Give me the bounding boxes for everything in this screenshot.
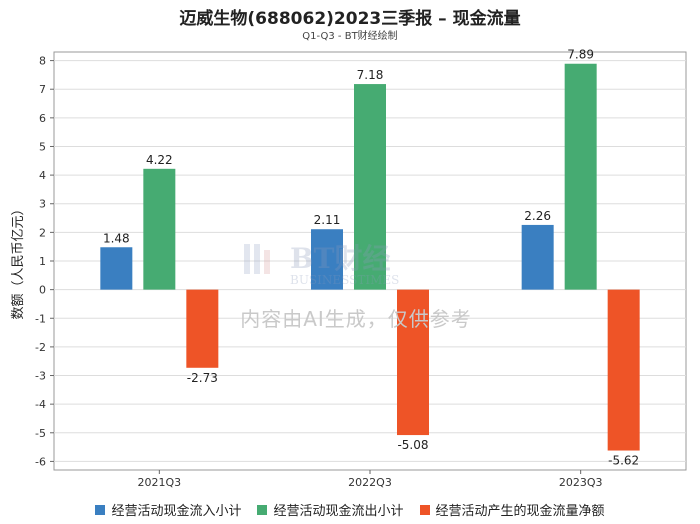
bar — [564, 63, 597, 290]
bar — [607, 289, 640, 451]
bar — [186, 289, 219, 368]
data-label: -5.08 — [397, 438, 428, 452]
legend-label: 经营活动产生的现金流量净额 — [435, 504, 605, 519]
svg-text:BT财经: BT财经 — [290, 242, 391, 275]
x-tick-label: 2023Q3 — [559, 476, 603, 489]
y-tick-label: 0 — [39, 284, 46, 297]
data-labels: 1.48 4.22 -2.73 2.11 7.18 -5.08 2.26 7.89 -5.62 — [103, 48, 639, 468]
y-tick-label: -4 — [35, 398, 46, 411]
legend-label: 经营活动现金流出小计 — [273, 504, 404, 519]
data-label: -2.73 — [187, 371, 218, 385]
chart-subtitle: Q1-Q3 - BT财经绘制 — [302, 31, 398, 42]
y-tick-label: -5 — [35, 427, 46, 440]
data-label: 7.89 — [567, 48, 594, 62]
legend-item: 经营活动现金流出小计 — [257, 500, 404, 519]
y-tick-label: 2 — [39, 226, 46, 239]
bar — [354, 84, 386, 290]
y-tick-label: -6 — [35, 455, 46, 468]
data-label: 7.18 — [357, 68, 384, 82]
x-tick-label: 2022Q3 — [348, 476, 392, 489]
data-label: 4.22 — [146, 153, 173, 167]
legend-item: 经营活动产生的现金流量净额 — [419, 500, 605, 519]
bars — [100, 63, 640, 451]
svg-text:BUSINESSTIMES: BUSINESSTIMES — [290, 273, 399, 287]
y-tick-label: 4 — [39, 169, 46, 182]
legend: 经营活动现金流入小计 经营活动现金流出小计 经营活动产生的现金流量净额 — [0, 500, 700, 519]
legend-label: 经营活动现金流入小计 — [111, 504, 242, 519]
legend-swatch — [419, 504, 430, 515]
data-label: 1.48 — [103, 231, 130, 245]
y-tick-label: 7 — [39, 83, 46, 96]
bar-chart: -6 -5 -4 -3 -2 -1 0 1 2 3 4 5 6 7 8 2021Q3 2022Q3 2023Q3… — [11, 48, 687, 489]
bar — [143, 168, 176, 290]
data-label: -5.62 — [608, 454, 639, 468]
x-tick-label: 2021Q3 — [138, 476, 182, 489]
y-tick-label: -2 — [35, 341, 46, 354]
bar — [521, 224, 554, 290]
watermark-logo: BT财经 BUSINESSTIMES — [244, 242, 399, 287]
data-label: 2.11 — [314, 213, 341, 227]
x-axis-ticks: 2021Q3 2022Q3 2023Q3 — [138, 470, 603, 489]
y-axis-label: 数额（人民币亿元） — [11, 202, 26, 319]
bar — [397, 289, 429, 436]
bar — [100, 247, 133, 290]
y-axis-ticks: -6 -5 -4 -3 -2 -1 0 1 2 3 4 5 6 7 8 — [35, 55, 54, 468]
chart-title: 迈威生物(688062)2023三季报 – 现金流量 — [179, 9, 521, 29]
y-tick-label: -3 — [35, 370, 46, 383]
y-tick-label: 6 — [39, 112, 46, 125]
y-tick-label: -1 — [35, 312, 46, 325]
bar — [311, 229, 343, 290]
y-tick-label: 1 — [39, 255, 46, 268]
y-tick-label: 3 — [39, 198, 46, 211]
legend-swatch — [95, 504, 106, 515]
y-tick-label: 5 — [39, 140, 46, 153]
y-tick-label: 8 — [39, 55, 46, 68]
data-label: 2.26 — [524, 209, 551, 223]
legend-swatch — [257, 504, 268, 515]
legend-item: 经营活动现金流入小计 — [95, 500, 241, 519]
watermark-text: 内容由AI生成，仅供参考 — [240, 307, 472, 331]
